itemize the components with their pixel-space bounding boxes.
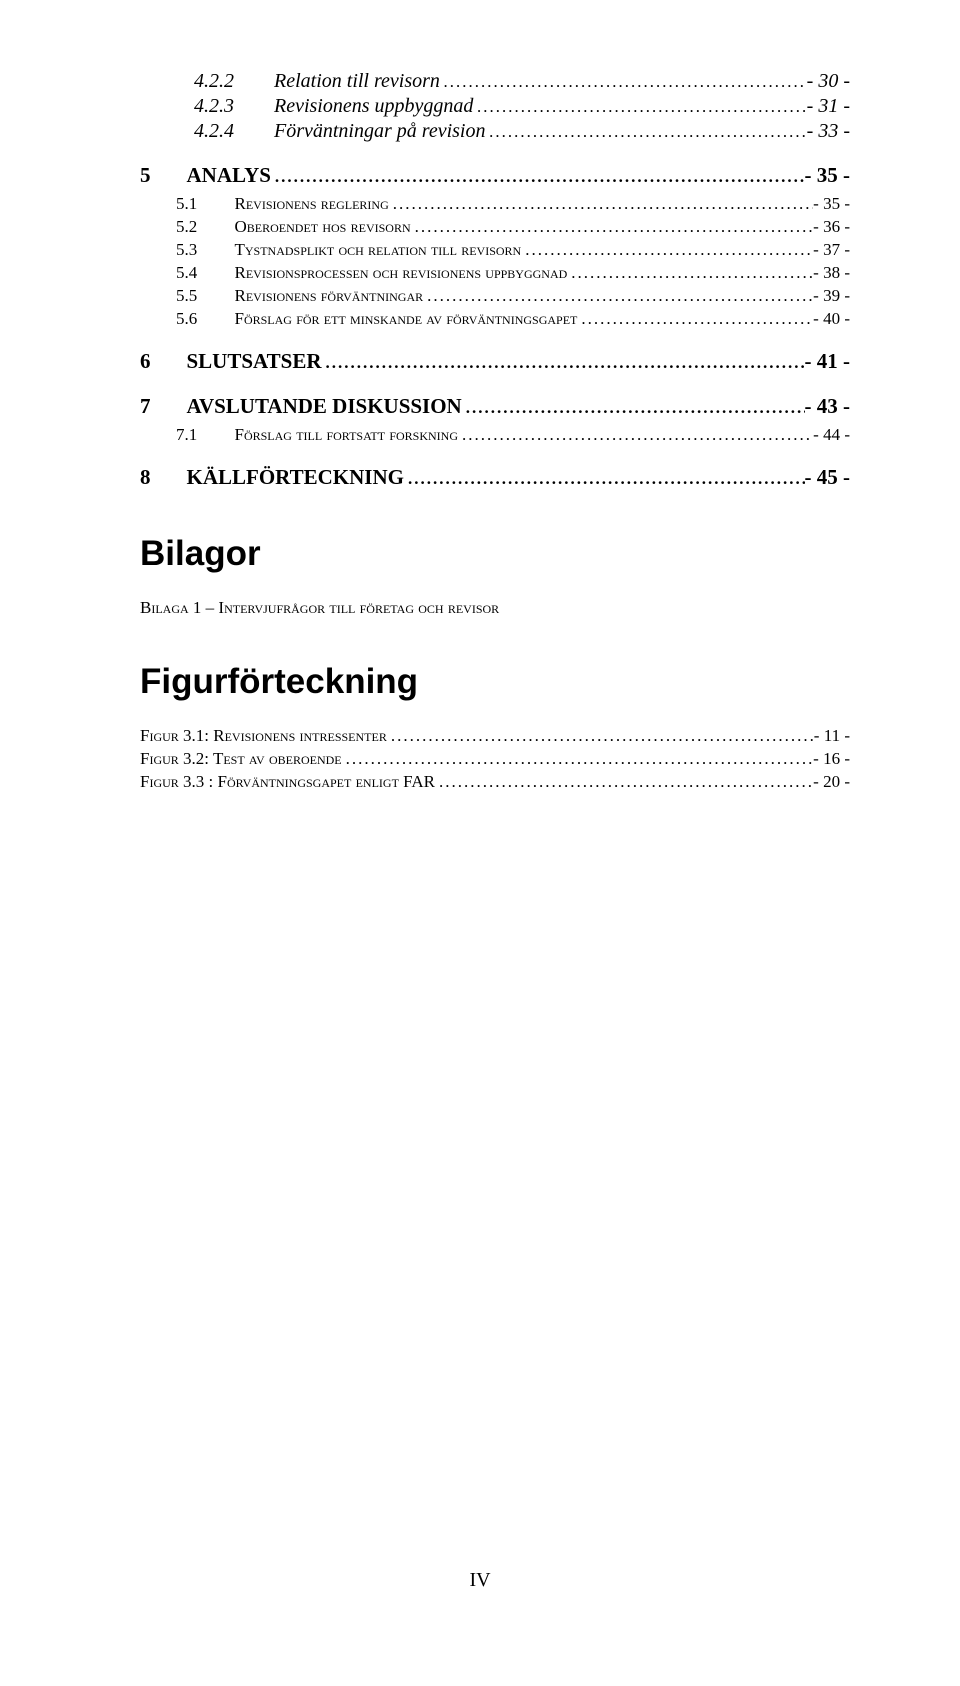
figure-page: - 16 - xyxy=(813,749,850,769)
toc-page: - 40 - xyxy=(813,309,850,329)
toc-entry-5-1: 5.1 Revisionens reglering ..............… xyxy=(176,194,850,214)
toc-entry-5: 5 ANALYS ...............................… xyxy=(140,163,850,188)
toc-entry-4-2-2: 4.2.2 Relation till revisorn ...........… xyxy=(194,70,850,93)
bilagor-heading: Bilagor xyxy=(140,534,850,574)
figure-entry-3-1: Figur 3.1: Revisionens intressenter ....… xyxy=(140,726,850,746)
figure-page: - 20 - xyxy=(813,772,850,792)
figure-entry-3-2: Figur 3.2: Test av oberoende ...........… xyxy=(140,749,850,769)
toc-leader: ........................................… xyxy=(435,772,813,792)
toc-label: SLUTSATSER xyxy=(176,349,322,374)
toc-entry-5-3: 5.3 Tystnadsplikt och relation till revi… xyxy=(176,240,850,260)
toc-number: 7.1 xyxy=(176,425,226,445)
toc-leader: ........................................… xyxy=(462,398,805,418)
toc-leader: ........................................… xyxy=(423,286,813,306)
toc-number: 7 xyxy=(140,394,176,419)
toc-page: - 33 - xyxy=(807,120,850,143)
toc-leader: ........................................… xyxy=(389,194,813,214)
toc-page: - 41 - xyxy=(805,349,851,374)
toc-leader: ........................................… xyxy=(521,240,813,260)
toc-number: 4.2.2 xyxy=(194,70,264,93)
toc-label: AVSLUTANDE DISKUSSION xyxy=(176,394,462,419)
toc-label: Relation till revisorn xyxy=(264,70,440,93)
toc-entry-7: 7 AVSLUTANDE DISKUSSION ................… xyxy=(140,394,850,419)
toc-page: - 45 - xyxy=(805,465,851,490)
toc-leader: ........................................… xyxy=(271,167,805,187)
toc-page: - 30 - xyxy=(807,70,850,93)
bilaga-item-1: Bilaga 1 – Intervjufrågor till företag o… xyxy=(140,598,850,618)
toc-number: 5 xyxy=(140,163,176,188)
toc-leader: ........................................… xyxy=(567,263,813,283)
page-number-footer: IV xyxy=(0,1569,960,1592)
figure-label: Figur 3.1: Revisionens intressenter xyxy=(140,726,387,746)
figure-page: - 11 - xyxy=(814,726,850,746)
toc-page: - 31 - xyxy=(807,95,850,118)
toc-leader: ........................................… xyxy=(485,122,806,142)
toc-label: Revisionens förväntningar xyxy=(226,286,423,306)
toc-label: Förväntningar på revision xyxy=(264,120,485,143)
toc-label: Oberoendet hos revisorn xyxy=(226,217,411,237)
toc-page: - 39 - xyxy=(813,286,850,306)
toc-entry-5-4: 5.4 Revisionsprocessen och revisionens u… xyxy=(176,263,850,283)
toc-number: 5.6 xyxy=(176,309,226,329)
toc-label: ANALYS xyxy=(176,163,271,188)
toc-page: - 44 - xyxy=(813,425,850,445)
toc-page: - 37 - xyxy=(813,240,850,260)
toc-page: - 38 - xyxy=(813,263,850,283)
toc-label: Revisionens uppbyggnad xyxy=(264,95,473,118)
toc-number: 4.2.4 xyxy=(194,120,264,143)
toc-leader: ........................................… xyxy=(473,97,806,117)
toc-number: 5.4 xyxy=(176,263,226,283)
toc-number: 4.2.3 xyxy=(194,95,264,118)
toc-label: KÄLLFÖRTECKNING xyxy=(176,465,404,490)
toc-label: Förslag för ett minskande av förväntning… xyxy=(226,309,577,329)
toc-label: Revisionsprocessen och revisionens uppby… xyxy=(226,263,567,283)
toc-number: 5.3 xyxy=(176,240,226,260)
toc-label: Förslag till fortsatt forskning xyxy=(226,425,458,445)
toc-leader: ........................................… xyxy=(577,309,813,329)
toc-entry-7-1: 7.1 Förslag till fortsatt forskning ....… xyxy=(176,425,850,445)
toc-leader: ........................................… xyxy=(411,217,814,237)
toc-entry-5-2: 5.2 Oberoendet hos revisorn ............… xyxy=(176,217,850,237)
toc-entry-6: 6 SLUTSATSER ...........................… xyxy=(140,349,850,374)
toc-label: Revisionens reglering xyxy=(226,194,389,214)
toc-page: - 35 - xyxy=(805,163,851,188)
figure-label: Figur 3.2: Test av oberoende xyxy=(140,749,342,769)
figure-entry-3-3: Figur 3.3 : Förväntningsgapet enligt FAR… xyxy=(140,772,850,792)
toc-leader: ........................................… xyxy=(440,72,807,92)
toc-entry-5-6: 5.6 Förslag för ett minskande av förvänt… xyxy=(176,309,850,329)
toc-number: 6 xyxy=(140,349,176,374)
toc-leader: ........................................… xyxy=(342,749,814,769)
toc-page: - 35 - xyxy=(813,194,850,214)
toc-leader: ........................................… xyxy=(458,425,813,445)
toc-entry-5-5: 5.5 Revisionens förväntningar ..........… xyxy=(176,286,850,306)
figure-label: Figur 3.3 : Förväntningsgapet enligt FAR xyxy=(140,772,435,792)
toc-page: - 36 - xyxy=(813,217,850,237)
toc-label: Tystnadsplikt och relation till revisorn xyxy=(226,240,521,260)
toc-entry-4-2-3: 4.2.3 Revisionens uppbyggnad ...........… xyxy=(194,95,850,118)
toc-leader: ........................................… xyxy=(404,469,805,489)
document-page: 4.2.2 Relation till revisorn ...........… xyxy=(0,0,960,1686)
toc-entry-8: 8 KÄLLFÖRTECKNING ......................… xyxy=(140,465,850,490)
toc-leader: ........................................… xyxy=(387,726,814,746)
figures-heading: Figurförteckning xyxy=(140,662,850,702)
toc-leader: ........................................… xyxy=(322,353,805,373)
toc-number: 5.2 xyxy=(176,217,226,237)
toc-number: 8 xyxy=(140,465,176,490)
toc-number: 5.5 xyxy=(176,286,226,306)
toc-number: 5.1 xyxy=(176,194,226,214)
toc-page: - 43 - xyxy=(805,394,851,419)
toc-entry-4-2-4: 4.2.4 Förväntningar på revision ........… xyxy=(194,120,850,143)
